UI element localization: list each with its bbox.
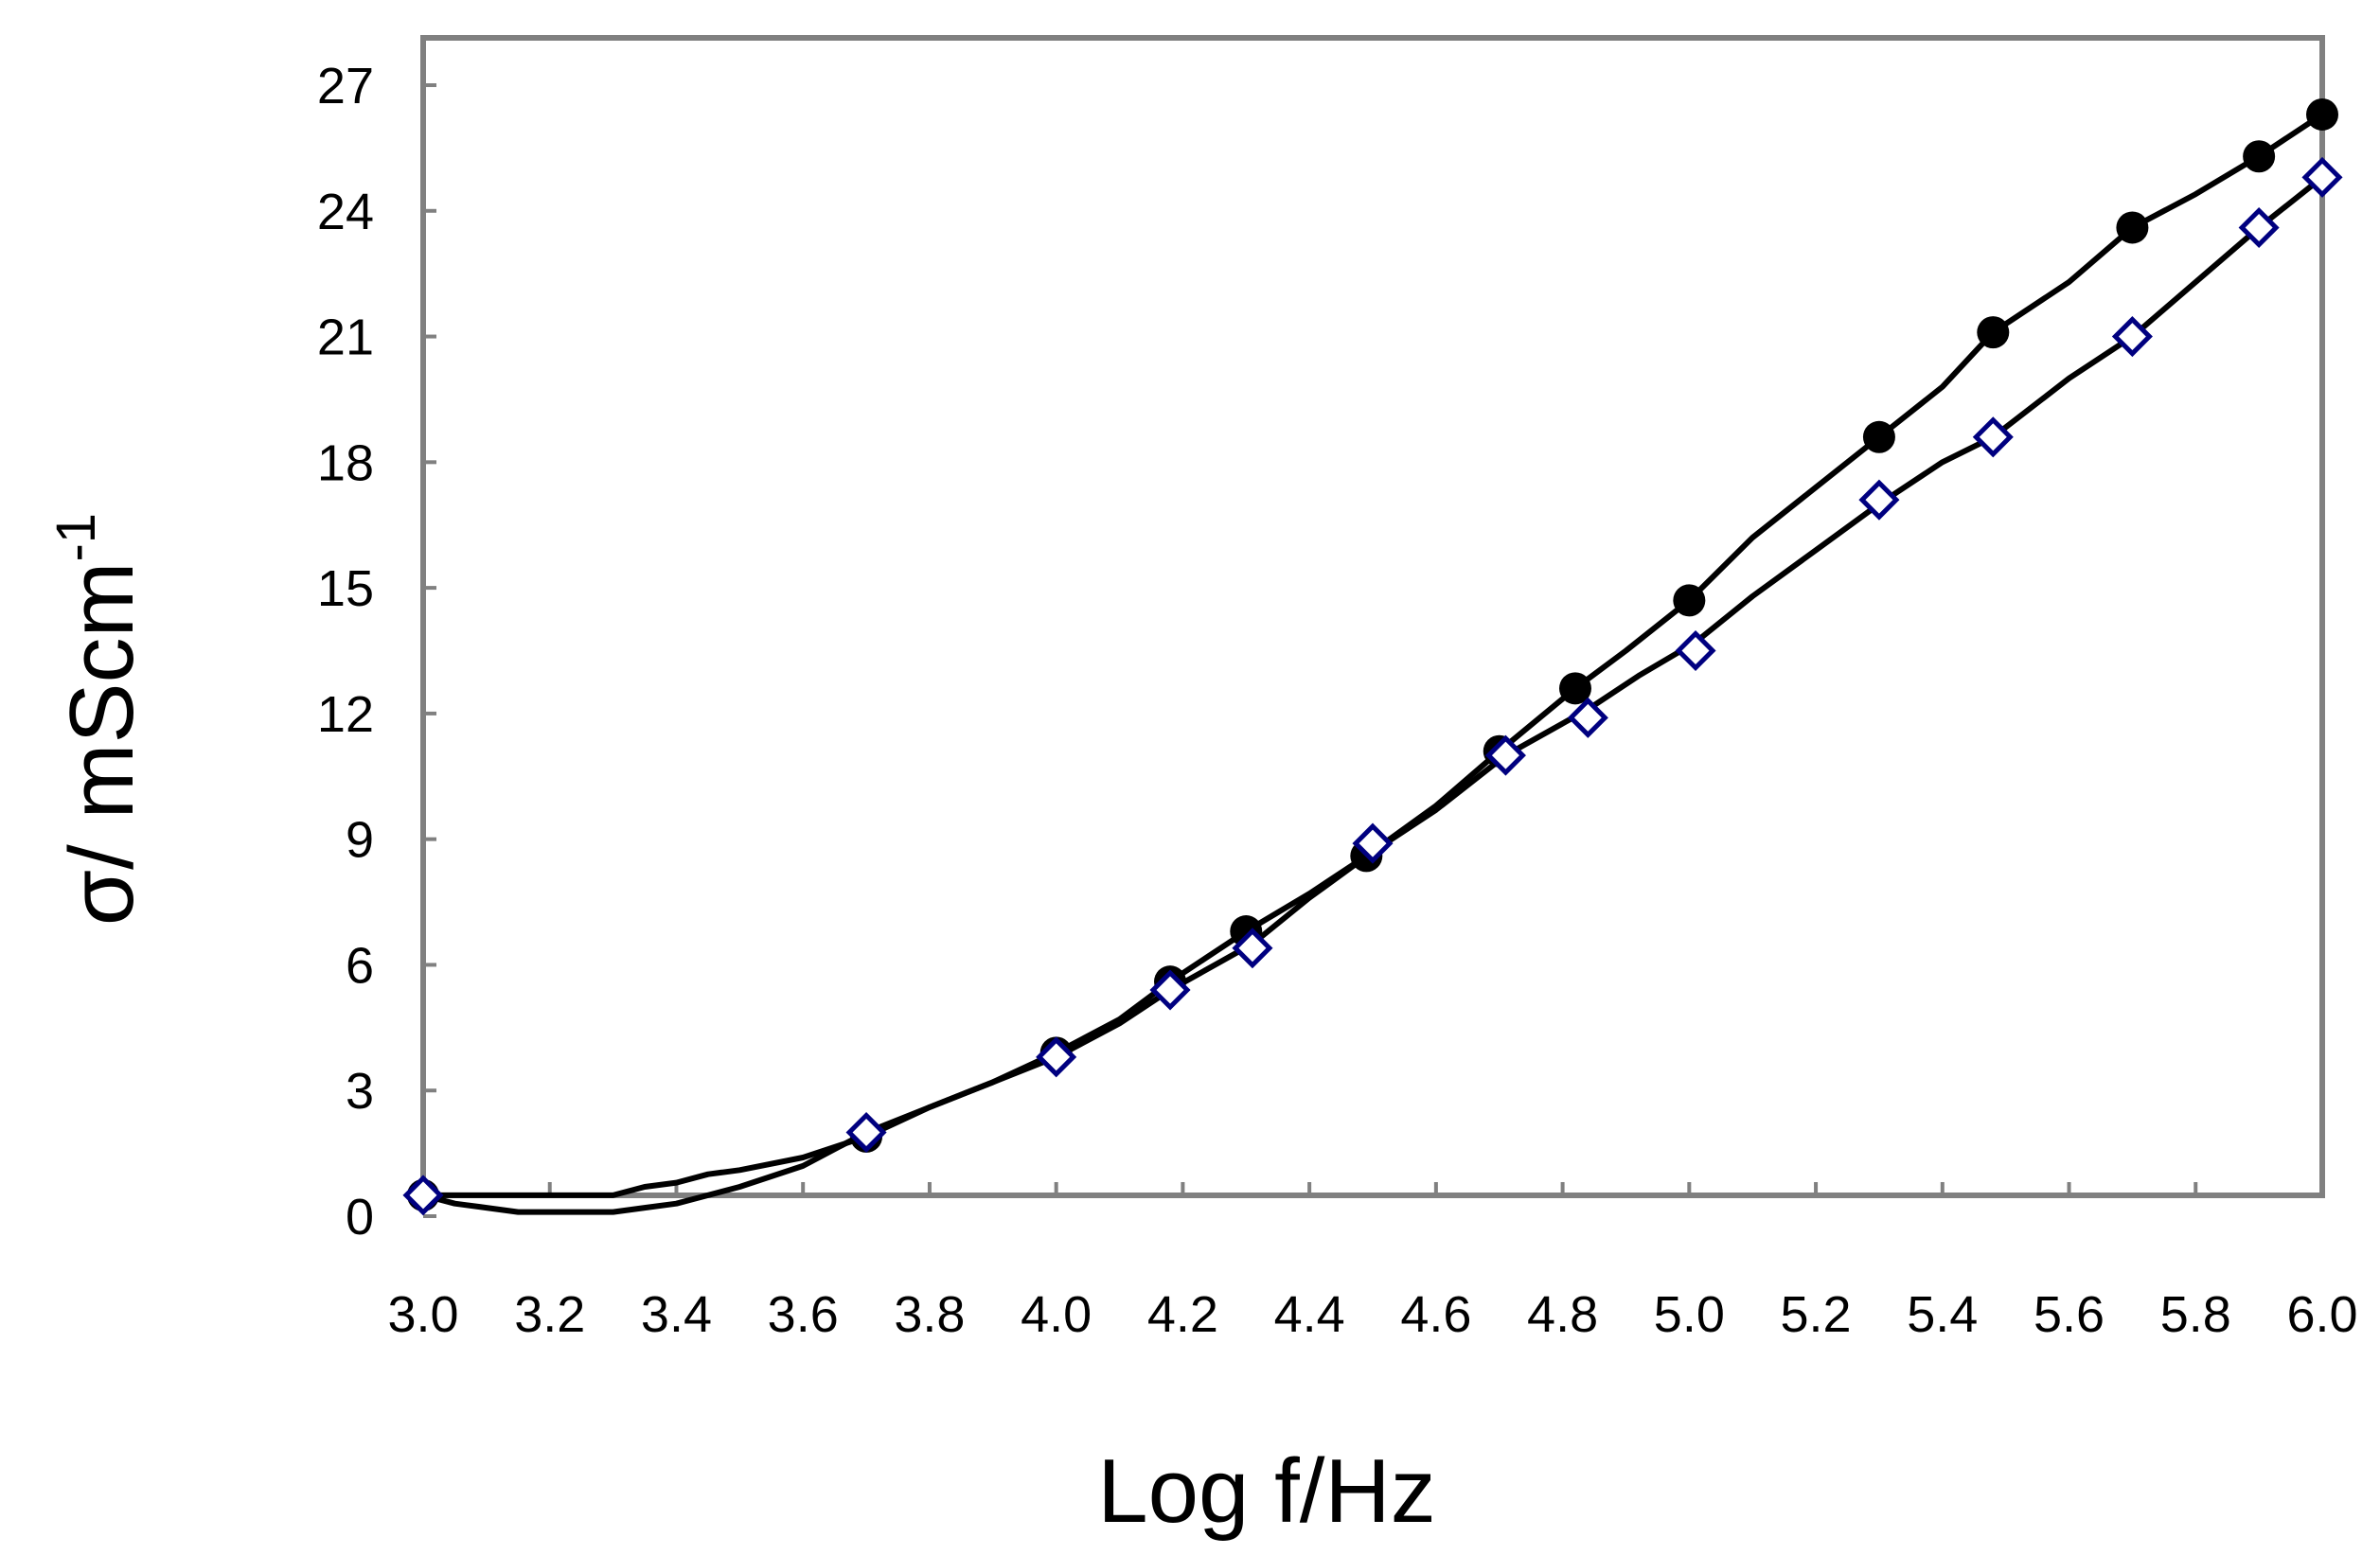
series-2-point <box>1675 629 1716 672</box>
x-tick-label: 3.2 <box>514 1286 585 1343</box>
series-2-point <box>1567 697 1608 738</box>
y-tick-label: 18 <box>317 434 374 491</box>
series-2-point <box>1352 822 1394 864</box>
series-1-line <box>423 112 2324 1198</box>
y-axis-title: σ/ mScm-1 <box>45 513 152 926</box>
y-tick-label: 0 <box>346 1189 374 1246</box>
series-2-point <box>1858 479 1900 521</box>
series-2-point <box>1232 928 1273 969</box>
series-2-point <box>2301 156 2343 198</box>
series-1-point <box>2243 140 2276 173</box>
series-1-point <box>1977 316 2010 349</box>
y-tick-label: 12 <box>317 686 374 743</box>
x-tick-label: 3.8 <box>894 1286 965 1343</box>
series-layer <box>402 97 2343 1216</box>
series-2-point <box>2111 316 2153 358</box>
x-tick-label: 3.4 <box>641 1286 712 1343</box>
series-2-point <box>402 1175 444 1216</box>
plot-area <box>420 35 2325 1198</box>
series-2-point <box>845 1111 887 1154</box>
x-tick-label: 6.0 <box>2286 1286 2357 1343</box>
series-1-point <box>2306 97 2338 131</box>
y-tick-label: 27 <box>317 58 374 115</box>
y-tick-label: 21 <box>317 309 374 366</box>
series-2-point <box>2238 206 2280 249</box>
series-2-point <box>1484 734 1526 776</box>
series-2-point <box>1972 416 2014 458</box>
x-axis: 3.0 3.2 3.4 3.6 3.8 4.0 4.2 4.4 4.6 4.8 5.0 5.2 5.4 5… <box>387 1182 2358 1343</box>
series-1-point <box>1673 584 1706 617</box>
y-tick-label: 3 <box>346 1063 374 1120</box>
series-1-point <box>2116 211 2149 244</box>
x-tick-label: 3.6 <box>768 1286 839 1343</box>
x-tick-label: 5.8 <box>2160 1286 2231 1343</box>
x-tick-label: 5.2 <box>1781 1286 1852 1343</box>
y-tick-label: 6 <box>346 937 374 994</box>
y-tick-label: 15 <box>317 560 374 617</box>
x-tick-label: 5.4 <box>1907 1286 1978 1343</box>
x-tick-label: 4.0 <box>1021 1286 1092 1343</box>
x-tick-label: 4.2 <box>1147 1286 1218 1343</box>
y-tick-label: 24 <box>317 184 374 240</box>
x-tick-label: 4.6 <box>1400 1286 1471 1343</box>
y-axis: 0 3 6 9 12 15 18 21 24 27 <box>317 58 436 1246</box>
x-tick-label: 5.6 <box>2034 1286 2105 1343</box>
y-tick-label: 9 <box>346 812 374 869</box>
x-tick-label: 5.0 <box>1654 1286 1725 1343</box>
series-2-line <box>422 175 2324 1215</box>
x-tick-label: 4.8 <box>1527 1286 1598 1343</box>
x-tick-label: 3.0 <box>387 1286 458 1343</box>
series-1-point <box>1558 672 1591 705</box>
y-axis-title-main: σ/ mScm <box>51 562 152 927</box>
series-1-point <box>1862 420 1895 453</box>
y-axis-title-superscript: -1 <box>45 513 107 562</box>
series-2-point <box>1036 1036 1077 1078</box>
y-axis-title-group: σ/ mScm-1 <box>45 513 152 926</box>
x-axis-title: Log f/Hz <box>1097 1440 1436 1542</box>
x-tick-label: 4.4 <box>1274 1286 1345 1343</box>
series-2-point <box>1149 969 1191 1011</box>
